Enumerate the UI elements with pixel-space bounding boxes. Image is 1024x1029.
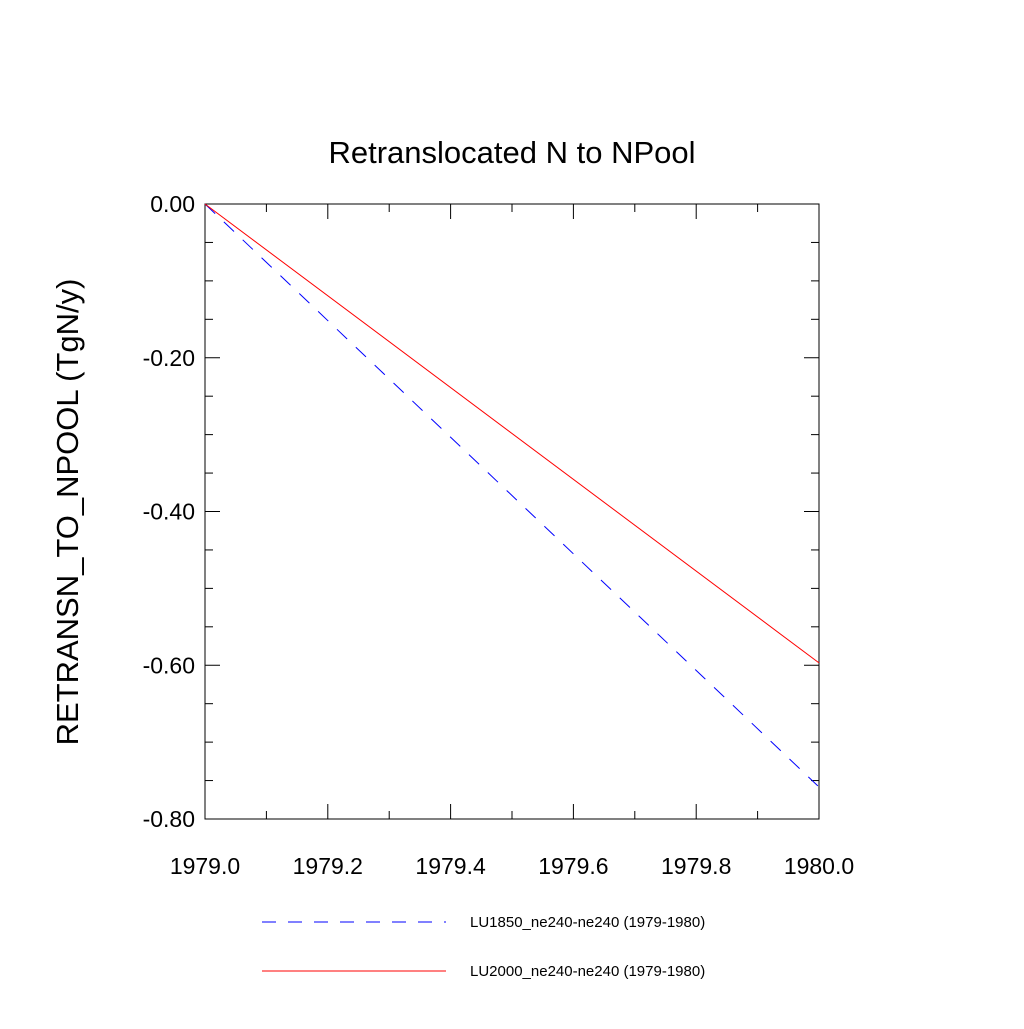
series-line-2 <box>204 203 820 664</box>
y-tick-label: -0.40 <box>143 499 195 525</box>
y-tick-label: 0.00 <box>150 191 195 217</box>
plot-frame <box>204 203 820 820</box>
x-tick-label: 1979.8 <box>661 853 731 879</box>
legend-label-1: LU1850_ne240-ne240 (1979-1980) <box>470 914 705 931</box>
x-tick-label: 1979.0 <box>170 853 240 879</box>
x-tick-label: 1979.2 <box>293 853 363 879</box>
x-tick-label: 1979.4 <box>415 853 486 879</box>
legend: LU1850_ne240-ne240 (1979-1980) LU2000_ne2… <box>262 914 705 980</box>
plot-area: 0.00 -0.20 -0.40 -0.60 -0.80 1979.0 1979.2 1979… <box>143 191 855 879</box>
chart-title: Retranslocated N to NPool <box>328 135 695 170</box>
x-tick-label: 1980.0 <box>784 853 854 879</box>
y-tick-label: -0.60 <box>143 652 195 678</box>
legend-label-2: LU2000_ne240-ne240 (1979-1980) <box>470 963 705 980</box>
y-axis-label: RETRANSN_TO_NPOOL (TgN/y) <box>50 279 85 746</box>
series-line-1 <box>204 203 819 787</box>
y-tick-label: -0.20 <box>143 345 195 371</box>
x-tick-label: 1979.6 <box>538 853 608 879</box>
y-tick-label: -0.80 <box>143 806 195 832</box>
